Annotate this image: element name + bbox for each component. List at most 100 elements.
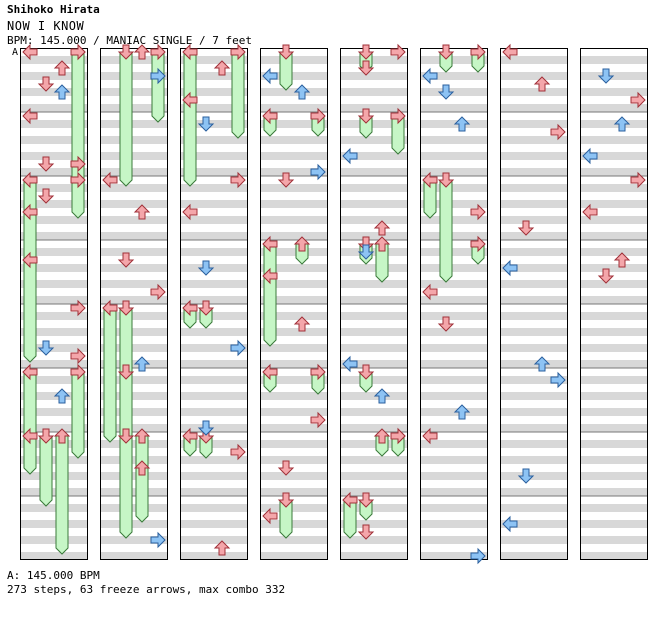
column-border (180, 48, 248, 560)
beat-stripe (100, 56, 168, 64)
freeze-head-right-arrow-icon (230, 43, 246, 61)
beat-stripe (100, 456, 168, 464)
beat-stripe (340, 504, 408, 512)
beat-stripe (180, 104, 248, 112)
beat-stripe (100, 472, 168, 480)
freeze-arrow (357, 492, 375, 521)
beat-stripe (340, 392, 408, 400)
beat-stripe (100, 312, 168, 320)
beat-stripe (180, 216, 248, 224)
beat-stripe (20, 200, 88, 208)
beat-stripe (100, 488, 168, 496)
freeze-head-down-arrow-icon (277, 492, 295, 508)
freeze-head-up-arrow-icon (373, 236, 391, 252)
freeze-arrow (182, 299, 198, 329)
beat-stripe (420, 200, 488, 208)
freeze-head-down-arrow-icon (437, 44, 455, 60)
beat-stripe (420, 312, 488, 320)
beat-stripe (580, 360, 648, 368)
beat-stripe (180, 360, 248, 368)
beat-stripe (180, 136, 248, 144)
beat-stripe (20, 360, 88, 368)
beat-stripe (100, 328, 168, 336)
beat-stripe (580, 376, 648, 384)
down-arrow-icon (117, 252, 135, 268)
freeze-head-down-arrow-icon (277, 44, 295, 60)
beat-stripe (20, 456, 88, 464)
beat-stripe (20, 232, 88, 240)
freeze-head-left-arrow-icon (102, 299, 118, 317)
chart-column (500, 48, 568, 560)
freeze-arrow (310, 107, 326, 137)
beat-stripe (180, 520, 248, 528)
beat-stripe (500, 168, 568, 176)
up-arrow-icon (373, 388, 391, 404)
freeze-head-up-arrow-icon (53, 428, 71, 444)
beat-stripe (180, 296, 248, 304)
up-arrow-icon (133, 460, 151, 476)
beat-stripe (100, 424, 168, 432)
beat-stripe (500, 280, 568, 288)
beat-stripe (20, 168, 88, 176)
beat-stripe (260, 216, 328, 224)
right-arrow-icon (390, 43, 406, 61)
beat-stripe (100, 536, 168, 544)
freeze-head-down-arrow-icon (357, 108, 375, 124)
freeze-arrow (373, 236, 391, 283)
beat-stripe (100, 72, 168, 80)
beat-stripe (500, 440, 568, 448)
freeze-head-up-arrow-icon (373, 428, 391, 444)
left-arrow-icon (422, 283, 438, 301)
column-border (260, 48, 328, 560)
beat-stripe (580, 200, 648, 208)
freeze-head-right-arrow-icon (310, 107, 326, 125)
freeze-body (231, 51, 245, 139)
right-arrow-icon (630, 91, 646, 109)
beat-stripe (580, 440, 648, 448)
right-arrow-icon (70, 347, 86, 365)
left-arrow-icon (22, 107, 38, 125)
freeze-arrow (102, 299, 118, 443)
beat-stripe (260, 328, 328, 336)
beat-stripe (260, 72, 328, 80)
up-arrow-icon (293, 316, 311, 332)
down-arrow-icon (37, 188, 55, 204)
down-arrow-icon (197, 260, 215, 276)
up-arrow-icon (373, 220, 391, 236)
beat-stripe (100, 280, 168, 288)
down-arrow-icon (357, 60, 375, 76)
beat-stripe (500, 424, 568, 432)
freeze-head-down-arrow-icon (37, 428, 55, 444)
freeze-head-down-arrow-icon (357, 492, 375, 508)
up-arrow-icon (213, 60, 231, 76)
beat-stripe (20, 72, 88, 80)
beat-stripe (340, 56, 408, 64)
left-arrow-icon (262, 267, 278, 285)
beat-stripe (180, 440, 248, 448)
chart-column (580, 48, 648, 560)
freeze-arrow (293, 236, 311, 265)
beat-stripe (580, 296, 648, 304)
freeze-head-down-arrow-icon (357, 364, 375, 380)
right-arrow-icon (150, 283, 166, 301)
beat-stripe (260, 536, 328, 544)
left-arrow-icon (22, 251, 38, 269)
beat-stripe (260, 296, 328, 304)
up-arrow-icon (53, 84, 71, 100)
beat-stripe (420, 136, 488, 144)
up-arrow-icon (53, 60, 71, 76)
beat-stripe (340, 408, 408, 416)
freeze-head-right-arrow-icon (470, 43, 486, 61)
beat-stripe (420, 520, 488, 528)
beat-stripe (180, 88, 248, 96)
beat-stripe (500, 184, 568, 192)
beat-stripe (180, 120, 248, 128)
freeze-body (439, 179, 453, 283)
beat-stripe (260, 392, 328, 400)
beat-stripe (420, 456, 488, 464)
beat-stripe (20, 376, 88, 384)
beat-stripe (100, 504, 168, 512)
freeze-arrow (117, 428, 135, 539)
beat-stripe (420, 104, 488, 112)
beat-stripe (100, 152, 168, 160)
